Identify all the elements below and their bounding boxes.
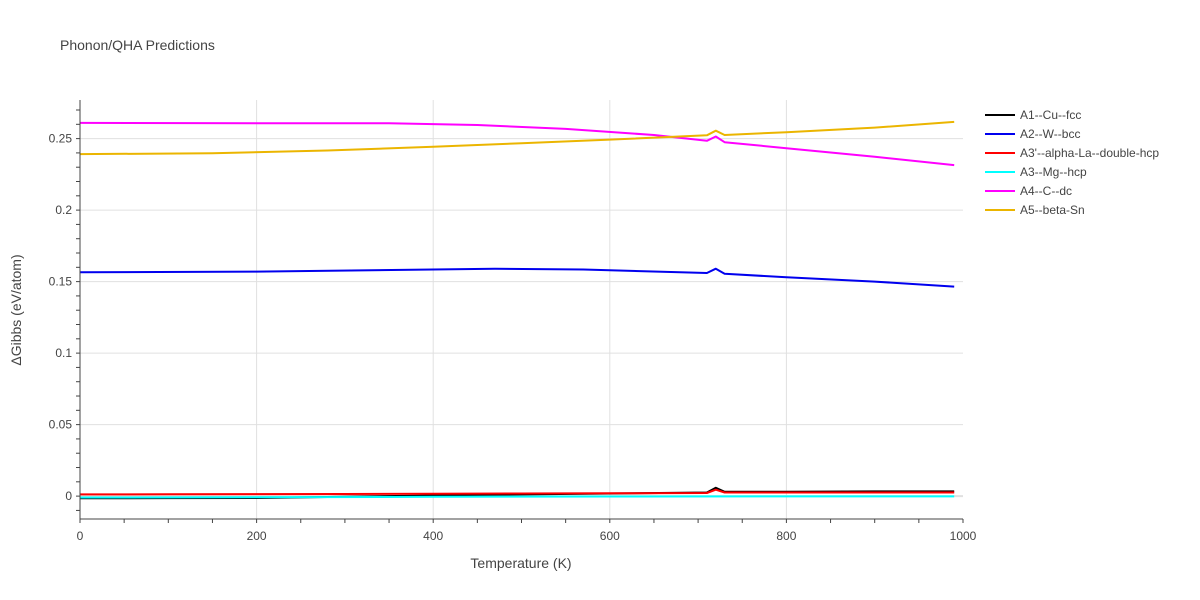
y-tick-label: 0.25 bbox=[49, 132, 73, 146]
legend-label: A4--C--dc bbox=[1020, 184, 1072, 198]
x-tick-label: 600 bbox=[600, 529, 620, 543]
plot-area bbox=[79, 120, 955, 500]
y-tick-label: 0.05 bbox=[49, 418, 73, 432]
y-tick-label: 0 bbox=[65, 489, 72, 503]
grid bbox=[80, 100, 963, 519]
x-tick-label: 0 bbox=[77, 529, 84, 543]
series-line-a3-alpha-la-double-hcp bbox=[79, 488, 955, 496]
x-tick-label: 200 bbox=[247, 529, 267, 543]
series-line-a5-beta-sn bbox=[79, 120, 955, 156]
legend: A1--Cu--fcc A2--W--bcc A3'--alpha-La--doub… bbox=[985, 108, 1159, 217]
x-tick-label: 1000 bbox=[950, 529, 977, 543]
axes: 0 200 400 600 800 1000 0 0.05 0.1 0.15 0.2 0.25 bbox=[49, 100, 977, 543]
y-tick-label: 0.2 bbox=[55, 203, 72, 217]
y-axis-title: ΔGibbs (eV/atom) bbox=[8, 254, 24, 365]
x-tick-label: 400 bbox=[423, 529, 443, 543]
y-tick-label: 0.15 bbox=[49, 275, 73, 289]
x-axis-title: Temperature (K) bbox=[470, 555, 571, 571]
legend-label: A1--Cu--fcc bbox=[1020, 108, 1081, 122]
legend-label: A2--W--bcc bbox=[1020, 127, 1080, 141]
legend-label: A3'--alpha-La--double-hcp bbox=[1020, 146, 1159, 160]
legend-label: A3--Mg--hcp bbox=[1020, 165, 1087, 179]
y-tick-label: 0.1 bbox=[55, 346, 72, 360]
series-line-a2-w-bcc bbox=[79, 267, 955, 288]
x-tick-label: 800 bbox=[776, 529, 796, 543]
series-line-a4-c-dc bbox=[79, 121, 955, 167]
series-line-a3-mg-hcp bbox=[79, 495, 955, 499]
chart-title: Phonon/QHA Predictions bbox=[60, 37, 215, 53]
legend-label: A5--beta-Sn bbox=[1020, 203, 1085, 217]
